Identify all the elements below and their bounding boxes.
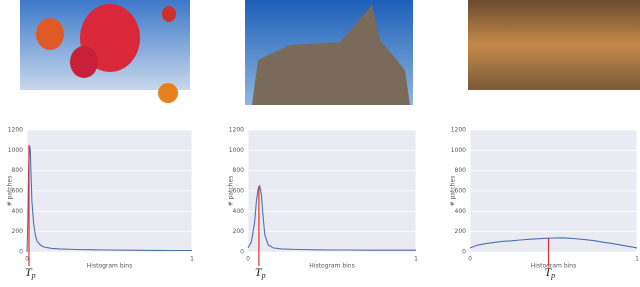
x-axis-label: Histogram bins <box>87 263 132 270</box>
y-tick-label: 400 <box>233 208 245 215</box>
x-axis-label: Histogram bins <box>531 263 576 270</box>
y-tick-label: 0 <box>19 249 23 256</box>
y-tick-label: 1000 <box>229 147 244 154</box>
y-axis-label: # patches <box>7 176 14 207</box>
data-line <box>247 184 416 251</box>
threshold-label: Tp <box>544 265 555 280</box>
y-tick-label: 1200 <box>8 127 23 134</box>
x-tick-label: 0 <box>25 256 29 263</box>
x-tick-label: 1 <box>414 256 418 263</box>
photo-cathedral <box>245 0 413 105</box>
y-tick-label: 1000 <box>451 147 466 154</box>
y-tick-label: 800 <box>455 167 467 174</box>
threshold-label: Tp <box>25 265 36 280</box>
y-axis-label: # patches <box>450 176 457 207</box>
y-tick-label: 1200 <box>229 127 244 134</box>
threshold-subscript: p <box>261 271 266 280</box>
y-tick-label: 200 <box>12 228 24 235</box>
y-tick-label: 200 <box>455 228 467 235</box>
y-tick-label: 600 <box>12 188 24 195</box>
y-axis-label: # patches <box>228 176 235 207</box>
y-tick-label: 600 <box>455 188 467 195</box>
x-tick-label: 1 <box>635 256 639 263</box>
y-tick-label: 0 <box>240 249 244 256</box>
threshold-subscript: p <box>550 271 555 280</box>
threshold-subscript: p <box>31 271 36 280</box>
y-tick-label: 800 <box>12 167 24 174</box>
y-tick-label: 800 <box>233 167 245 174</box>
x-tick-label: 0 <box>468 256 472 263</box>
y-tick-label: 400 <box>455 208 467 215</box>
threshold-label: Tp <box>255 265 266 280</box>
threshold-symbol: T <box>255 265 263 279</box>
x-tick-label: 0 <box>246 256 250 263</box>
chart: 0 200 400 600 800 1000 1200 0 1 Histogram bins # p… <box>228 127 419 280</box>
y-tick-label: 0 <box>462 249 466 256</box>
threshold-symbol: T <box>25 265 33 279</box>
chart: 0 200 400 600 800 1000 1200 0 1 Histogram bins # p… <box>450 127 640 280</box>
y-tick-label: 200 <box>233 228 245 235</box>
threshold-symbol: T <box>544 265 552 279</box>
photo-interior <box>468 0 640 90</box>
y-tick-label: 600 <box>233 188 245 195</box>
y-tick-label: 1200 <box>451 127 466 134</box>
x-tick-label: 1 <box>190 256 194 263</box>
chart: 0 200 400 600 800 1000 1200 0 1 Histogram bins # p… <box>7 127 195 280</box>
data-line <box>26 145 192 253</box>
photo-balloons <box>20 0 190 103</box>
x-axis-label: Histogram bins <box>309 263 354 270</box>
y-tick-label: 1000 <box>8 147 23 154</box>
data-line <box>469 237 638 249</box>
y-tick-label: 400 <box>12 208 24 215</box>
